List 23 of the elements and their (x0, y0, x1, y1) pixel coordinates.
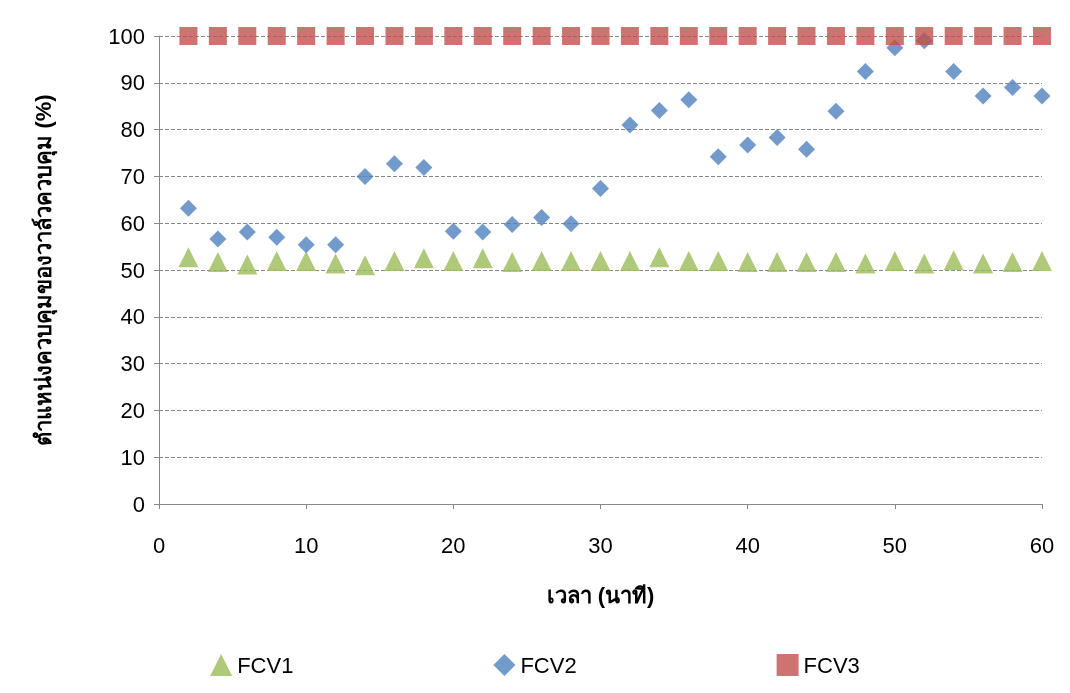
y-tick-label: 100 (108, 23, 145, 49)
x-tick-label: 30 (588, 532, 613, 558)
y-tick-label: 0 (132, 491, 145, 517)
y-tick-label: 30 (120, 351, 145, 377)
y-tick-label: 20 (120, 397, 145, 423)
x-tick-label: 60 (1029, 532, 1055, 558)
x-tick-label: 10 (293, 532, 319, 558)
x-axis-title: เวลา (นาที) (546, 582, 655, 608)
y-axis-title: ตำแหน่งควบคุมของวาล์วควบคุม (%) (30, 94, 58, 446)
legend-label: FCV2 (520, 652, 577, 678)
y-tick-label: 10 (120, 444, 145, 470)
y-tick-label: 70 (120, 163, 145, 189)
y-tick-label: 40 (120, 304, 145, 330)
y-tick-label: 90 (120, 70, 145, 96)
x-tick-label: 50 (882, 532, 908, 558)
x-tick-label: 40 (735, 532, 760, 558)
x-tick-label: 20 (441, 532, 466, 558)
y-tick-label: 60 (120, 210, 145, 236)
legend-label: FCV1 (237, 652, 294, 678)
y-tick-label: 50 (120, 257, 145, 283)
y-tick-label: 80 (120, 117, 145, 143)
legend-label: FCV3 (803, 652, 860, 678)
x-tick-label: 0 (152, 532, 166, 558)
